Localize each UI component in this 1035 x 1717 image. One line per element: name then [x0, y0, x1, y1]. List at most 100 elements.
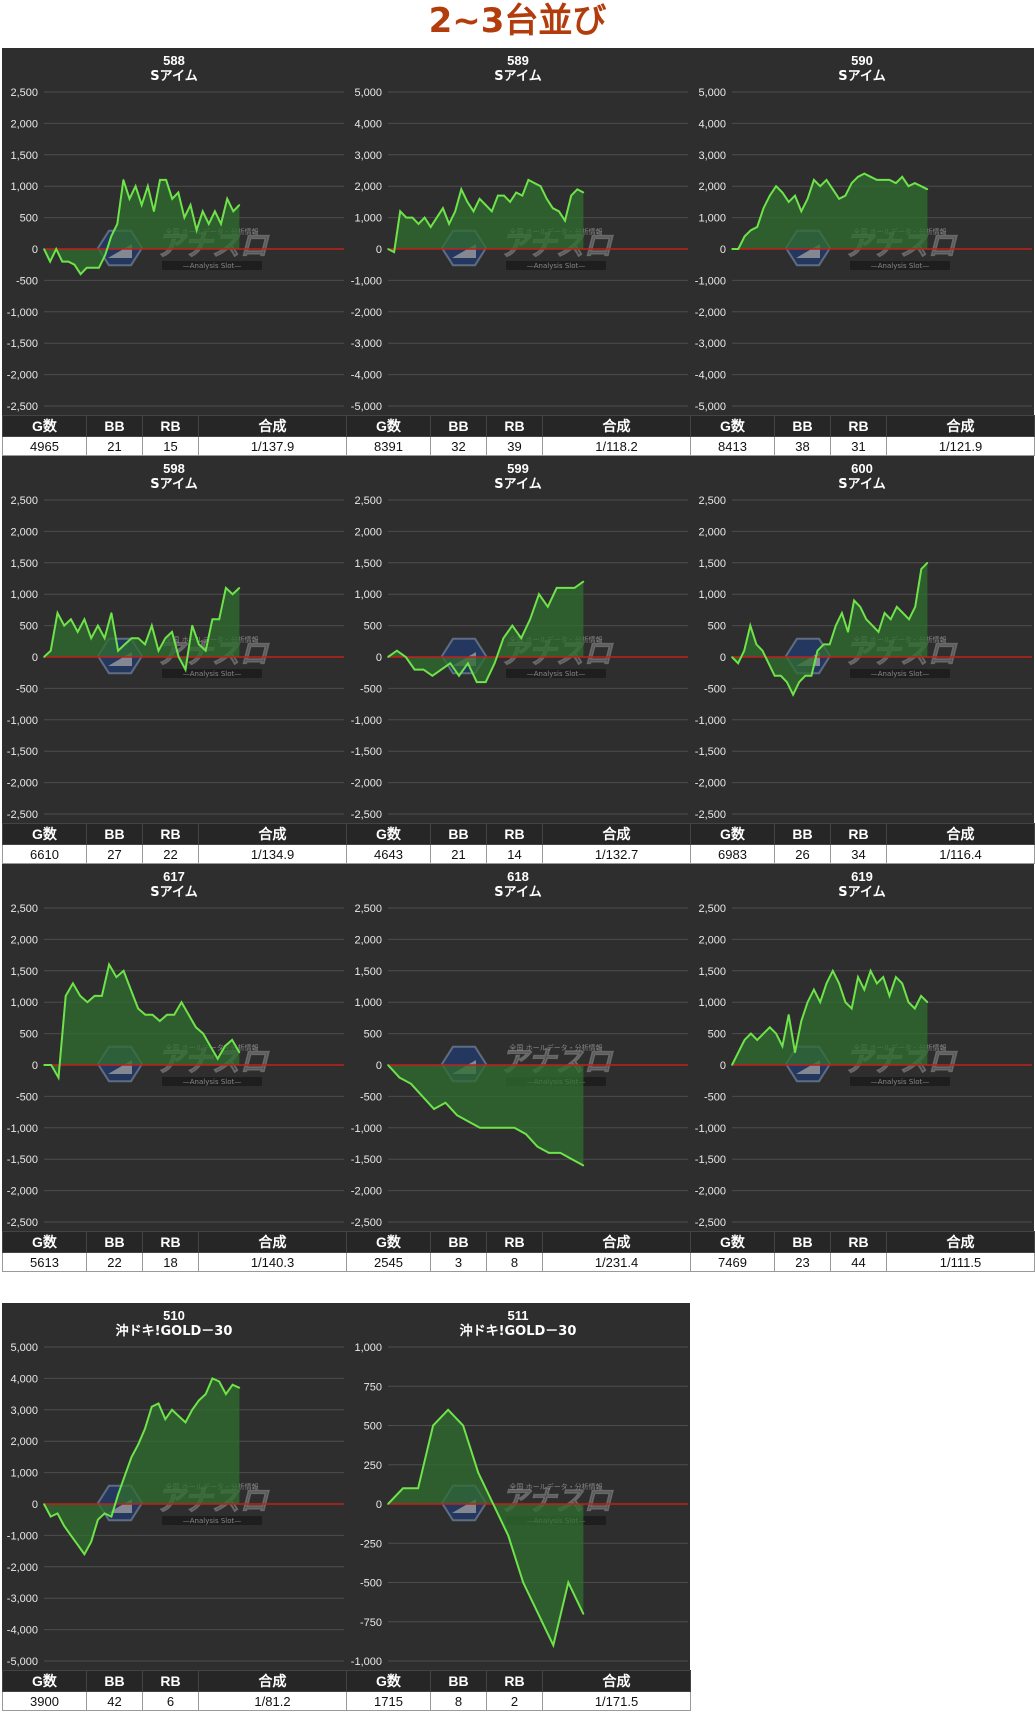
y-tick-label: 1,000: [10, 1468, 38, 1480]
data-point: [76, 1544, 79, 1546]
data-point: [398, 1076, 401, 1079]
chart-area: 589 Sアイム 5,000 4,000 3,000 2,000 1,000 0 -1,000 -…: [346, 48, 690, 415]
series-area: [44, 179, 240, 275]
data-point: [104, 254, 106, 257]
chart-area: 590 Sアイム 5,000 4,000 3,000 2,000 1,000 0 -1,000 -…: [690, 48, 1034, 415]
data-point: [43, 248, 45, 250]
y-tick-label: 750: [364, 1381, 382, 1393]
data-point: [122, 179, 125, 181]
y-tick-label: 0: [376, 244, 382, 256]
y-tick-label: 4,000: [10, 1373, 38, 1385]
data-point: [151, 1405, 153, 1408]
machine-name: Sアイム: [838, 69, 885, 84]
data-point: [731, 1064, 733, 1066]
y-tick-label: -2,000: [7, 778, 38, 790]
y-tick-label: 1,500: [354, 966, 382, 978]
chart-area: 510 沖ドキ!GOLD－30 5,000 4,000 3,000 2,000 1,000 0…: [2, 1303, 346, 1670]
data-point: [231, 593, 234, 595]
data-point: [64, 995, 67, 997]
y-tick-label: 500: [708, 1029, 726, 1041]
data-point: [72, 982, 74, 985]
y-tick-label: 1,500: [10, 150, 38, 162]
data-point: [869, 176, 872, 178]
data-point: [513, 1127, 516, 1129]
bb-header: BB: [430, 1231, 487, 1253]
data-point: [211, 618, 214, 621]
y-tick-label: 2,000: [10, 934, 38, 946]
data-point: [798, 681, 800, 683]
slot-machine-panel: 599 Sアイム 2,500 2,000 1,500 1,000 500 0 -500 -1,00…: [346, 456, 691, 864]
watermark-top: 全国 ホールデータ・分析情報: [509, 1043, 602, 1052]
data-point: [171, 631, 173, 633]
y-tick-label: 2,000: [10, 526, 38, 538]
data-point: [184, 668, 187, 671]
y-tick-label: 1,000: [10, 181, 38, 193]
data-point: [93, 995, 96, 997]
combined-value: 1/132.7: [542, 844, 691, 864]
watermark-sub: —Analysis Slot—: [527, 262, 585, 270]
y-tick-label: 4,000: [354, 118, 382, 130]
rb-value: 31: [830, 436, 887, 456]
machine-number: 589: [507, 53, 529, 68]
series-area: [388, 1409, 584, 1646]
y-tick-label: 2,000: [354, 181, 382, 193]
y-tick-label: 500: [364, 1029, 382, 1041]
data-point: [743, 649, 745, 652]
data-point: [850, 1007, 853, 1010]
data-point: [737, 662, 739, 665]
chart-area: 617 Sアイム 2,500 2,000 1,500 1,000 500 0 -500 -1,00…: [2, 864, 346, 1231]
stats-header-row: G数 BB RB 合成: [690, 415, 1035, 437]
data-point: [503, 194, 505, 197]
machine-name: Sアイム: [494, 69, 541, 84]
data-point: [914, 182, 916, 184]
data-point: [775, 185, 777, 187]
rb-header: RB: [486, 823, 543, 845]
data-point: [901, 176, 903, 178]
bb-value: 27: [86, 844, 143, 864]
data-point: [183, 216, 186, 219]
y-tick-label: -1,000: [7, 307, 38, 319]
y-tick-label: 2,000: [698, 934, 726, 946]
data-point: [211, 1377, 214, 1380]
data-point: [137, 637, 140, 639]
data-point: [844, 1001, 847, 1003]
rb-header: RB: [142, 1231, 199, 1253]
watermark-sub: —Analysis Slot—: [183, 1517, 241, 1525]
data-point: [813, 988, 815, 991]
machine-name: Sアイム: [150, 885, 197, 900]
combined-header: 合成: [886, 415, 1035, 437]
y-tick-label: -2,500: [7, 401, 38, 413]
stats-value-row: 8391 32 39 1/118.2: [346, 436, 691, 456]
y-tick-label: -2,000: [695, 307, 726, 319]
y-tick-label: 5,000: [354, 87, 382, 99]
stats-header-row: G数 BB RB 合成: [346, 1231, 691, 1253]
y-tick-label: 2,500: [698, 495, 726, 507]
data-point: [536, 1145, 539, 1148]
games-header: G数: [346, 415, 431, 437]
series-line: [731, 968, 929, 1066]
bb-value: 21: [86, 436, 143, 456]
data-point: [151, 624, 153, 627]
data-point: [43, 1503, 45, 1505]
data-point: [130, 988, 132, 991]
y-tick-label: -2,000: [695, 1186, 726, 1198]
chart-area: 588 Sアイム 2,500 2,000 1,500 1,000 500 0 -500 -1,00…: [2, 48, 346, 415]
y-tick-label: -2,500: [351, 809, 382, 821]
data-point: [387, 248, 389, 250]
data-point: [926, 188, 929, 191]
data-point: [159, 179, 161, 181]
combined-value: 1/111.5: [886, 1252, 1035, 1272]
data-point: [859, 606, 861, 608]
data-point: [466, 201, 469, 203]
data-point: [140, 204, 143, 206]
stats-table: G数 BB RB 合成 2545 3 8 1/231.4: [346, 1231, 691, 1272]
data-point: [180, 1001, 183, 1003]
data-point: [835, 624, 837, 627]
data-point: [204, 1393, 207, 1395]
stats-table: G数 BB RB 合成 1715 8 2 1/171.5: [346, 1670, 691, 1711]
slot-machine-panel: 590 Sアイム 5,000 4,000 3,000 2,000 1,000 0 -1,000 -…: [690, 48, 1035, 456]
data-point: [55, 248, 57, 250]
data-point: [79, 995, 81, 997]
stats-header-row: G数 BB RB 合成: [346, 823, 691, 845]
